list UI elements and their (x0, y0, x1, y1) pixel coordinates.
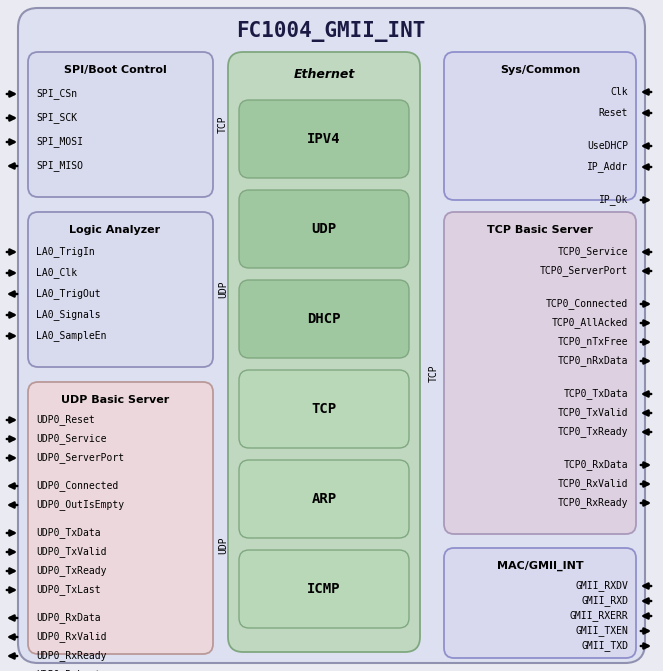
FancyBboxPatch shape (444, 212, 636, 534)
Text: GMII_RXERR: GMII_RXERR (570, 611, 628, 621)
Text: GMII_RXDV: GMII_RXDV (575, 580, 628, 591)
Text: SPI_MISO: SPI_MISO (36, 160, 83, 172)
Text: UDP: UDP (218, 536, 228, 554)
Text: LA0_Clk: LA0_Clk (36, 268, 77, 278)
Text: MAC/GMII_INT: MAC/GMII_INT (497, 561, 583, 571)
Text: UDP Basic Server: UDP Basic Server (61, 395, 169, 405)
Text: UDP0_TxData: UDP0_TxData (36, 527, 101, 538)
Text: UDP: UDP (312, 222, 337, 236)
Text: SPI_CSn: SPI_CSn (36, 89, 77, 99)
Text: IP_Ok: IP_Ok (599, 195, 628, 205)
Text: UDP0_TxReady: UDP0_TxReady (36, 566, 107, 576)
FancyBboxPatch shape (239, 100, 409, 178)
Text: SPI_SCK: SPI_SCK (36, 113, 77, 123)
Text: Sys/Common: Sys/Common (500, 65, 580, 75)
FancyBboxPatch shape (28, 212, 213, 367)
Text: TCP0_nRxData: TCP0_nRxData (558, 356, 628, 366)
FancyBboxPatch shape (28, 52, 213, 197)
Text: UDP0_Service: UDP0_Service (36, 433, 107, 444)
Text: TCP: TCP (218, 115, 228, 134)
Text: UDP0_ServerPort: UDP0_ServerPort (36, 452, 124, 464)
Text: UDP0_RxValid: UDP0_RxValid (36, 631, 107, 642)
Text: FC1004_GMII_INT: FC1004_GMII_INT (236, 21, 426, 42)
Text: TCP Basic Server: TCP Basic Server (487, 225, 593, 235)
Text: TCP0_RxData: TCP0_RxData (564, 460, 628, 470)
FancyBboxPatch shape (444, 548, 636, 658)
Text: UDP: UDP (218, 280, 228, 299)
Text: DHCP: DHCP (307, 312, 341, 326)
Text: TCP0_TxData: TCP0_TxData (564, 389, 628, 399)
FancyBboxPatch shape (228, 52, 420, 652)
Text: UDP0_OutIsEmpty: UDP0_OutIsEmpty (36, 499, 124, 511)
Text: SPI/Boot Control: SPI/Boot Control (64, 65, 166, 75)
FancyBboxPatch shape (239, 280, 409, 358)
Text: LA0_TrigOut: LA0_TrigOut (36, 289, 101, 299)
Text: Reset: Reset (599, 108, 628, 118)
Text: GMII_TXEN: GMII_TXEN (575, 625, 628, 637)
Text: TCP0_AllAcked: TCP0_AllAcked (552, 317, 628, 328)
Text: TCP0_RxValid: TCP0_RxValid (558, 478, 628, 489)
Text: SPI_MOSI: SPI_MOSI (36, 136, 83, 148)
Text: TCP0_nTxFree: TCP0_nTxFree (558, 337, 628, 348)
Text: ICMP: ICMP (307, 582, 341, 596)
Text: UDP0_Reset: UDP0_Reset (36, 415, 95, 425)
FancyBboxPatch shape (18, 8, 645, 663)
Text: UDP0_TxLast: UDP0_TxLast (36, 584, 101, 595)
Text: TCP0_Service: TCP0_Service (558, 246, 628, 258)
Text: UDP0_RxReady: UDP0_RxReady (36, 651, 107, 662)
FancyBboxPatch shape (28, 382, 213, 654)
Text: LA0_Signals: LA0_Signals (36, 309, 101, 321)
Text: UDP0_RxData: UDP0_RxData (36, 613, 101, 623)
FancyBboxPatch shape (239, 550, 409, 628)
Text: TCP0_RxReady: TCP0_RxReady (558, 498, 628, 509)
Text: UDP0_RxLast: UDP0_RxLast (36, 670, 101, 671)
Text: GMII_RXD: GMII_RXD (581, 596, 628, 607)
Text: Ethernet: Ethernet (293, 68, 355, 81)
Text: TCP0_ServerPort: TCP0_ServerPort (540, 266, 628, 276)
Text: GMII_TXD: GMII_TXD (581, 641, 628, 652)
FancyBboxPatch shape (239, 190, 409, 268)
Text: Clk: Clk (611, 87, 628, 97)
Text: TCP0_Connected: TCP0_Connected (546, 299, 628, 309)
Text: IP_Addr: IP_Addr (587, 162, 628, 172)
Text: LA0_TrigIn: LA0_TrigIn (36, 246, 95, 258)
Text: UDP0_TxValid: UDP0_TxValid (36, 547, 107, 558)
Text: Logic Analyzer: Logic Analyzer (70, 225, 160, 235)
Text: IPV4: IPV4 (307, 132, 341, 146)
Text: ARP: ARP (312, 492, 337, 506)
FancyBboxPatch shape (444, 52, 636, 200)
FancyBboxPatch shape (239, 370, 409, 448)
Text: UseDHCP: UseDHCP (587, 141, 628, 151)
Text: TCP0_TxReady: TCP0_TxReady (558, 427, 628, 437)
Text: TCP0_TxValid: TCP0_TxValid (558, 407, 628, 419)
FancyBboxPatch shape (239, 460, 409, 538)
Text: TCP: TCP (429, 364, 439, 382)
Text: UDP0_Connected: UDP0_Connected (36, 480, 118, 491)
Text: TCP: TCP (312, 402, 337, 416)
Text: LA0_SampleEn: LA0_SampleEn (36, 331, 107, 342)
